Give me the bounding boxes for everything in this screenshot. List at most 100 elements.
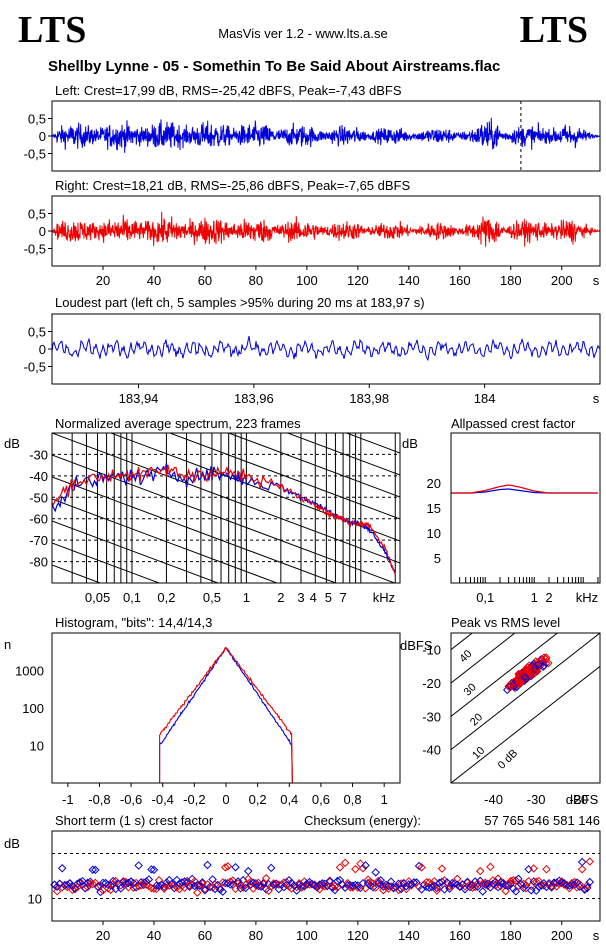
peakrms-xtick-2: -20: [569, 792, 588, 807]
crest-point: [463, 877, 472, 887]
crest-point: [583, 881, 592, 890]
crest-point: [475, 866, 485, 876]
allpass-ytick-0: 20: [427, 476, 441, 491]
spectrum-ytick-3: -60: [29, 512, 48, 527]
crest-point: [134, 861, 143, 870]
crest-point: [409, 878, 419, 887]
crest-point: [453, 874, 462, 884]
crest-point: [287, 878, 296, 888]
peakrms-diag-label-4: 0 dB: [496, 747, 520, 771]
spectrum-xtick-5: 2: [277, 590, 284, 605]
spectrum-xtick-8: 5: [325, 590, 332, 605]
peakrms-ytick-2: -30: [422, 709, 441, 724]
crest-point: [529, 864, 538, 873]
spectrum-slope-10: [168, 433, 400, 520]
spectrum-ylabel: dB: [4, 436, 20, 451]
crest-point: [70, 884, 80, 894]
crest-point: [149, 865, 159, 875]
time-tick-label-9: 200: [551, 273, 573, 288]
loudest-trace: [51, 335, 601, 362]
crest-point: [542, 882, 551, 892]
crest-point: [526, 886, 536, 895]
crest-ylabel: dB: [4, 836, 20, 851]
allpass-xtick-2: 2: [545, 590, 552, 605]
crest-point: [491, 877, 500, 887]
spectrum-slope-15: [52, 498, 279, 583]
chart-title-2: Loudest part (left ch, 5 samples >95% du…: [55, 295, 425, 310]
peakrms-point: [520, 672, 530, 682]
crest-point: [65, 878, 75, 888]
crest-point: [198, 879, 207, 888]
crest-point: [358, 863, 368, 873]
histogram-xtick-10: 1: [381, 792, 388, 807]
time-unit-label: s: [593, 273, 600, 288]
crest-point: [493, 874, 503, 883]
crest-xtick-8: 180: [500, 928, 522, 943]
spectrum-plot-area: [52, 301, 400, 717]
crest-xtick-7: 160: [449, 928, 471, 943]
peakrms-xlabel: dBFS: [566, 792, 599, 807]
crest-point: [57, 864, 67, 873]
peakrms-frame: [450, 632, 601, 784]
ytick-label-1-0: 0,5: [28, 207, 46, 222]
crest-point: [231, 862, 240, 872]
chart-title-3: Normalized average spectrum, 223 frames: [55, 416, 301, 431]
peakrms-ytick-0: -10: [422, 643, 441, 658]
crest-xtick-1: 40: [147, 928, 161, 943]
histogram-series-blue: [159, 646, 293, 784]
crest-point: [511, 876, 521, 885]
crest-point: [187, 874, 197, 884]
histogram-ytick-0: 1000: [15, 664, 44, 679]
crest-point: [52, 887, 62, 896]
crest-point: [361, 861, 370, 870]
crest-point: [417, 885, 426, 894]
spectrum-xtick-6: 3: [297, 590, 304, 605]
crest-point: [396, 884, 406, 894]
allpass-ytick-3: 5: [434, 551, 441, 566]
spectrum-slope-6: [52, 301, 400, 431]
histogram-ytick-2: 10: [30, 739, 44, 754]
crest-point: [91, 865, 100, 875]
crest-point: [223, 862, 233, 871]
crest-point: [200, 886, 210, 895]
crest-point: [501, 886, 510, 896]
crest-point: [335, 863, 345, 872]
crest-point: [259, 879, 268, 889]
waveform-trace-0: [51, 117, 601, 153]
crest-ytick-0: 10: [28, 892, 42, 907]
crest-point: [52, 882, 62, 892]
spectrum-xtick-4: 1: [243, 590, 250, 605]
spectrum-slope-19: [52, 587, 400, 717]
crest-point: [417, 863, 426, 872]
spectrum-slope-9: [227, 433, 400, 498]
crest-point: [547, 881, 556, 891]
track-title: Shellby Lynne - 05 - Somethin To Be Said…: [48, 58, 501, 75]
crest-point: [266, 863, 276, 873]
spectrum-xtick-0: 0,05: [85, 590, 110, 605]
peakrms-diag-0: [451, 665, 600, 783]
crest-xtick-0: 20: [96, 928, 110, 943]
spectrum-xtick-7: 4: [310, 590, 317, 605]
loudest-tick-label-0: 183,94: [119, 391, 159, 406]
crest-point: [394, 879, 403, 888]
histogram-xtick-1: -0,8: [88, 792, 110, 807]
crest-point: [185, 882, 194, 892]
peakrms-plot-area: 40 30 20 10 0 dB: [451, 633, 600, 783]
crest-xtick-6: 140: [398, 928, 420, 943]
crest-point: [88, 865, 98, 874]
crest-point: [292, 886, 301, 895]
ytick-label-1-2: -0,5: [24, 242, 46, 257]
crest-point: [215, 885, 225, 894]
crest-point: [473, 882, 482, 891]
time-tick-label-8: 180: [500, 273, 522, 288]
crest-point: [376, 876, 386, 885]
crest-point: [583, 883, 592, 893]
spectrum-xunit: kHz: [373, 590, 395, 605]
peakrms-diag-label-2: 20: [468, 711, 485, 728]
spectrum-ytick-1: -40: [29, 469, 48, 484]
crest-point: [486, 862, 495, 872]
spectrum-xtick-3: 0,5: [203, 590, 221, 605]
histogram-xtick-3: -0,4: [152, 792, 174, 807]
allpass-ytick-1: 15: [427, 501, 441, 516]
crest-point: [203, 860, 212, 870]
